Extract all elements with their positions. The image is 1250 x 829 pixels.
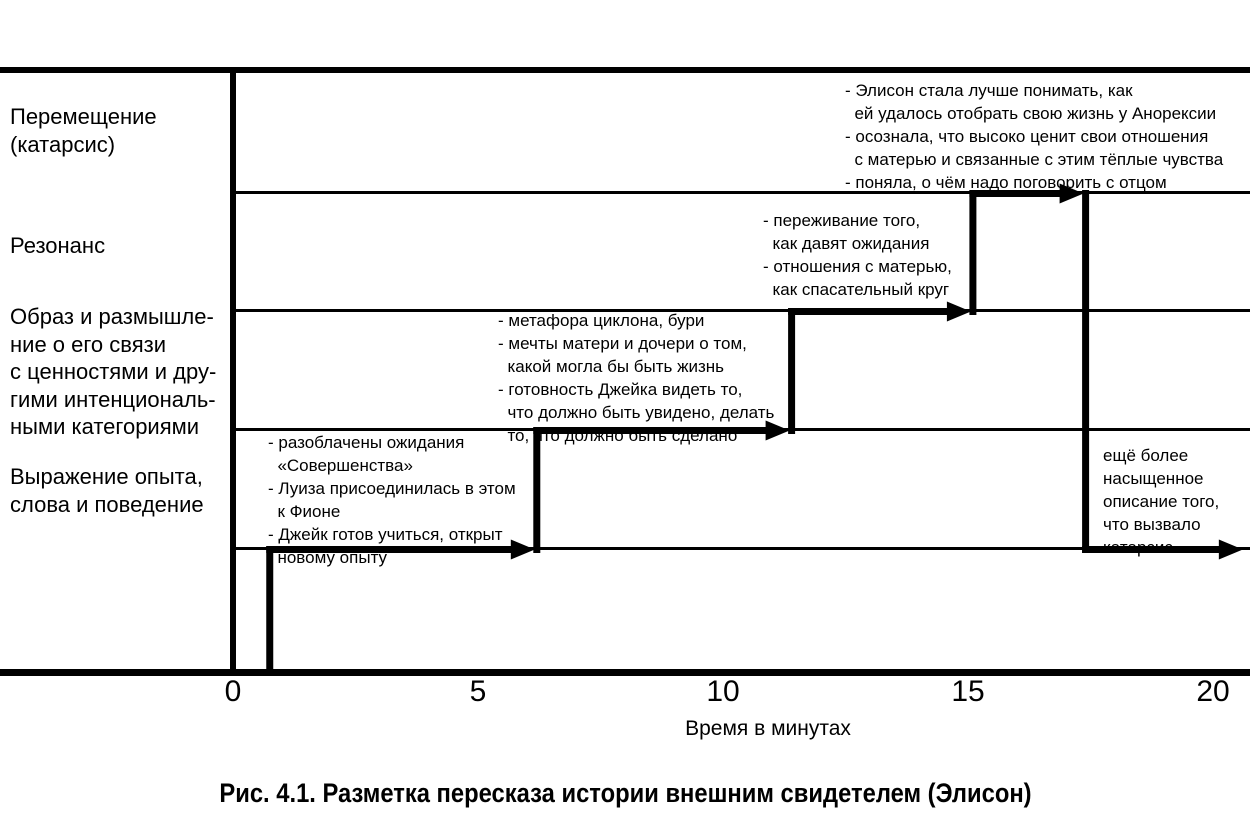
annotation-resonance: - переживание того, как давят ожидания - …: [763, 209, 952, 301]
row-label-image: Образ и размышле-ние о его связи с ценнос…: [10, 303, 216, 441]
text-line: - переживание того,: [763, 211, 921, 230]
figure-caption-text: Рис. 4.1. Разметка пересказа истории вне…: [218, 778, 1032, 808]
text-line: ние о его связи: [10, 331, 166, 357]
text-line: Образ и размышле-: [10, 304, 214, 329]
top-border-line: [0, 67, 1250, 73]
x-axis-line: [0, 669, 1250, 676]
row-label-expression: Выражение опыта, слова и поведение: [10, 463, 204, 518]
text-line: - Луиза присоединилась в этом: [268, 479, 516, 498]
text-line: что вызвало: [1103, 515, 1201, 534]
text-line: как спасательный круг: [763, 280, 950, 299]
x-axis-label: Время в минутах: [685, 717, 851, 740]
text-line: Перемещение: [10, 104, 157, 129]
text-line: - Джейк готов учиться, открыт: [268, 525, 503, 544]
text-line: гими интенциональ-: [10, 386, 216, 412]
text-line: «Совершенства»: [268, 456, 413, 475]
text-line: - Элисон стала лучше понимать, как: [845, 81, 1133, 100]
annotation-image: - метафора циклона, бури - мечты матери и…: [498, 309, 774, 447]
text-line: новому опыту: [268, 548, 388, 567]
text-line: что должно быть увидено, делать: [498, 403, 775, 422]
annotation-displacement: - Элисон стала лучше понимать, как ей уд…: [845, 79, 1223, 194]
text-line: слова и поведение: [10, 491, 204, 517]
text-line: - отношения с матерью,: [763, 257, 952, 276]
text-line: как давят ожидания: [763, 234, 930, 253]
text-line: - готовность Джейка видеть то,: [498, 380, 743, 399]
text-line: катарсис: [1103, 538, 1173, 557]
x-tick-10: 10: [706, 675, 740, 708]
band-boundary-expression: [232, 547, 1250, 550]
figure-caption: Рис. 4.1. Разметка пересказа истории вне…: [0, 778, 1250, 809]
x-tick-20: 20: [1196, 675, 1230, 708]
text-line: с ценностями и дру-: [10, 359, 217, 384]
text-line: описание того,: [1103, 492, 1220, 511]
text-line: - разоблачены ожидания: [268, 433, 465, 452]
annotation-expression: - разоблачены ожидания «Совершенства» - Л…: [268, 431, 516, 569]
text-line: - осознала, что высоко ценит свои отноше…: [845, 127, 1209, 146]
row-label-displacement: Перемещение (катарсис): [10, 103, 157, 158]
x-tick-15: 15: [951, 675, 985, 708]
x-tick-0: 0: [224, 675, 242, 708]
text-line: (катарсис): [10, 131, 116, 157]
text-line: Резонанс: [10, 233, 106, 258]
text-line: - поняла, о чём надо поговорить с отцом: [845, 173, 1167, 192]
annotation-catharsis-description: ещё более насыщенное описание того, что выз…: [1103, 444, 1219, 559]
text-line: насыщенное: [1103, 469, 1204, 488]
text-line: ещё более: [1103, 446, 1189, 465]
text-line: какой могла бы быть жизнь: [498, 357, 724, 376]
text-line: к Фионе: [268, 502, 341, 521]
text-line: - метафора циклона, бури: [498, 311, 705, 330]
text-line: Выражение опыта,: [10, 464, 203, 489]
text-line: ей удалось отобрать свою жизнь у Анорекс…: [845, 104, 1217, 123]
text-line: с матерью и связанные с этим тёплые чувс…: [845, 150, 1224, 169]
band-boundary-displacement: [232, 191, 1250, 194]
band-boundary-resonance: [232, 309, 1250, 312]
y-axis-line: [230, 67, 236, 676]
text-line: то, что должно быть сделано: [498, 426, 738, 445]
row-label-resonance: Резонанс: [10, 232, 105, 260]
text-line: ными категориями: [10, 414, 200, 439]
x-tick-5: 5: [469, 675, 487, 708]
text-line: - мечты матери и дочери о том,: [498, 334, 747, 353]
